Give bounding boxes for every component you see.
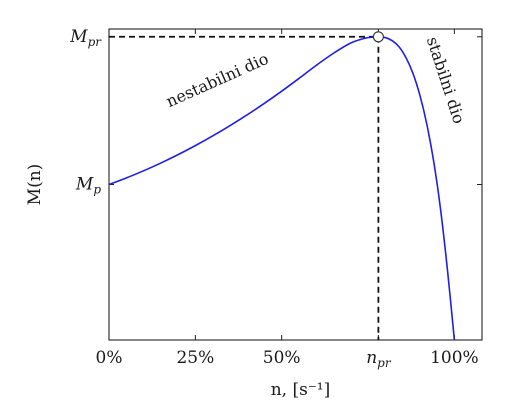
y-axis-label: M(n) — [25, 164, 45, 206]
x-tick-label: npr — [366, 348, 392, 370]
annotation-unstable: nestabilni dio — [163, 49, 271, 111]
peak-marker — [372, 31, 384, 43]
plot-frame — [108, 28, 483, 341]
annotation-stable: stabilni dio — [423, 34, 469, 126]
series-line — [108, 35, 456, 341]
x-tick-label: 100% — [430, 348, 479, 368]
x-tick-label: 25% — [176, 348, 214, 368]
x-tick-label: 0% — [96, 348, 123, 368]
y-tick-label: Mpr — [69, 27, 102, 49]
x-axis-label: n, [s⁻¹] — [271, 380, 331, 400]
y-tick-label: Mp — [75, 175, 101, 197]
x-tick-label: 50% — [263, 348, 301, 368]
